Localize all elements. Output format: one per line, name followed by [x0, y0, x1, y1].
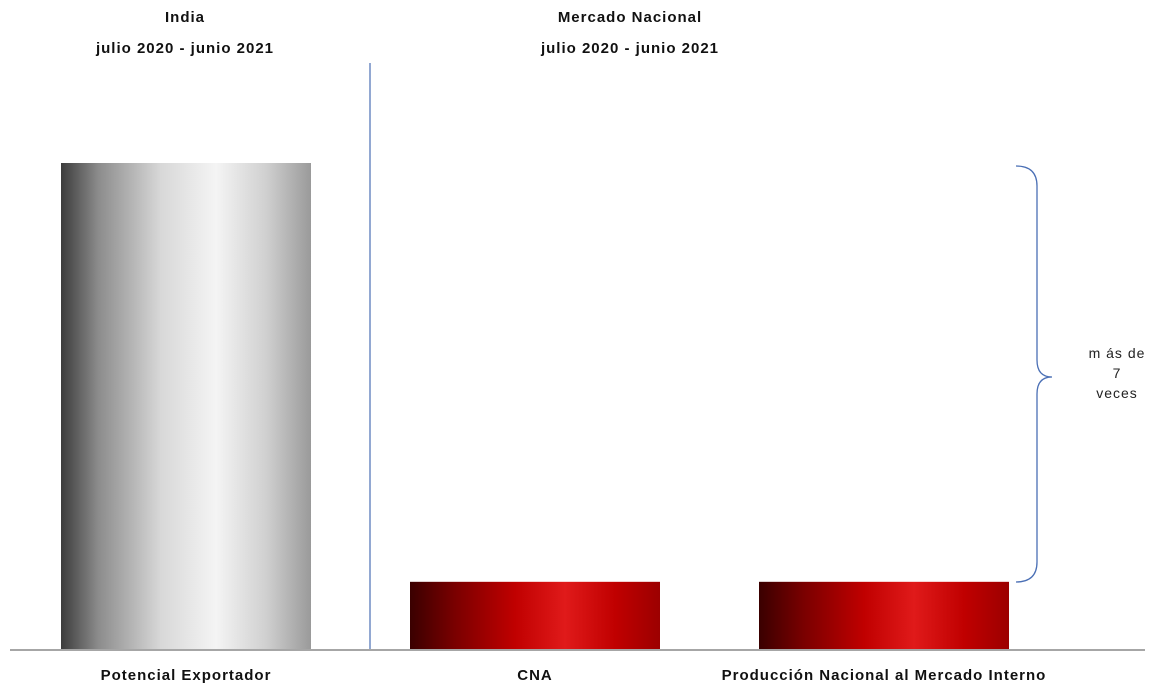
category-label-potencial-exportador: Potencial Exportador	[101, 667, 272, 684]
category-label-cna: CNA	[517, 667, 553, 684]
bar-produccion-nacional	[759, 581, 1009, 650]
panel-title-india: India	[165, 9, 205, 26]
panel-period-india: julio 2020 - junio 2021	[95, 40, 274, 57]
category-label-produccion-nacional: Producción Nacional al Mercado Interno	[722, 667, 1047, 684]
panel-title-mercado-nacional: Mercado Nacional	[558, 9, 702, 26]
bar-cna	[410, 581, 660, 650]
bars-group	[61, 163, 1009, 650]
panel-period-mercado-nacional: julio 2020 - junio 2021	[540, 40, 719, 57]
annotation-line-1: m ás de	[1089, 345, 1146, 361]
bar-potencial-exportador	[61, 163, 311, 650]
brace-annotation	[1015, 165, 1053, 583]
annotation-line-3: veces	[1096, 385, 1138, 401]
annotation-line-2: 7	[1113, 365, 1122, 381]
